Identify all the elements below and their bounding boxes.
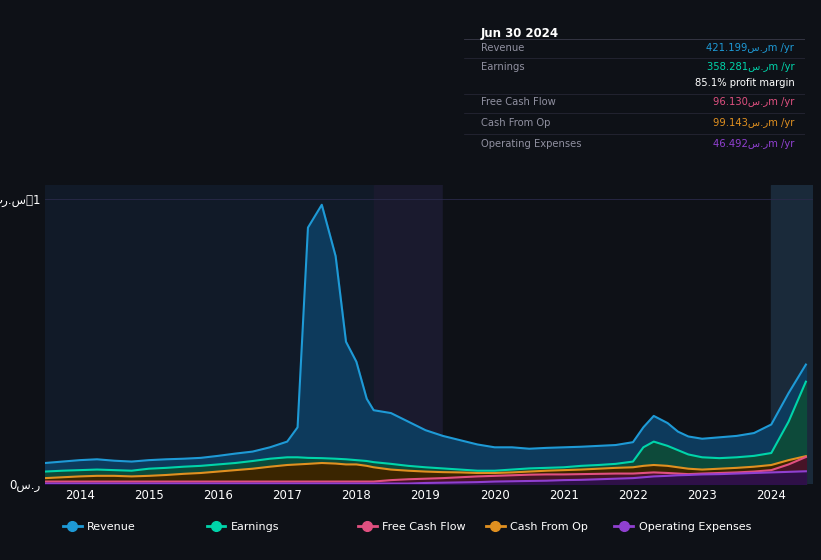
Text: Revenue: Revenue (87, 522, 136, 533)
Text: Operating Expenses: Operating Expenses (639, 522, 751, 533)
Text: Free Cash Flow: Free Cash Flow (481, 97, 556, 107)
Text: Cash From Op: Cash From Op (481, 118, 550, 128)
Bar (374, 185, 443, 484)
Text: 46.492س.رm /yr: 46.492س.رm /yr (713, 139, 795, 150)
Bar (45, 185, 374, 484)
Bar (771, 185, 813, 484)
Text: Cash From Op: Cash From Op (510, 522, 588, 533)
Text: 85.1% profit margin: 85.1% profit margin (695, 78, 795, 88)
Text: 421.199س.رm /yr: 421.199س.رm /yr (707, 43, 795, 53)
Text: Earnings: Earnings (231, 522, 279, 533)
Text: Earnings: Earnings (481, 62, 525, 72)
Text: Operating Expenses: Operating Expenses (481, 139, 581, 150)
Text: Jun 30 2024: Jun 30 2024 (481, 27, 559, 40)
Text: Revenue: Revenue (481, 43, 525, 53)
Text: 358.281س.رm /yr: 358.281س.رm /yr (707, 62, 795, 72)
Text: 96.130س.رm /yr: 96.130س.رm /yr (713, 97, 795, 107)
Text: Free Cash Flow: Free Cash Flow (382, 522, 466, 533)
Text: 99.143س.رm /yr: 99.143س.رm /yr (713, 118, 795, 128)
Bar (443, 185, 813, 484)
